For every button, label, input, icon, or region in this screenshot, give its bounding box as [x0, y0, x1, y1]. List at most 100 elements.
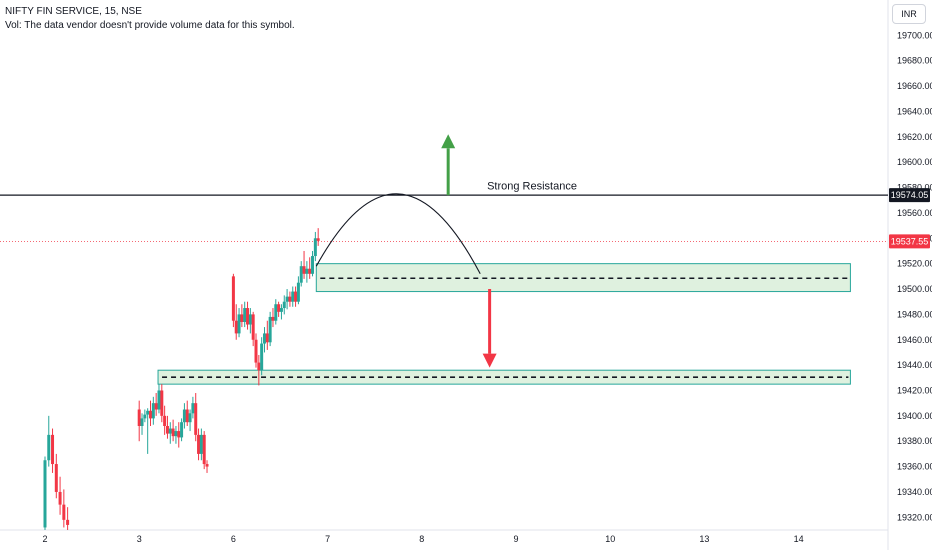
candle-body	[62, 504, 66, 520]
y-tick-label: 19320.00	[897, 512, 932, 522]
candle-body	[146, 410, 150, 415]
y-tick-label: 19420.00	[897, 385, 932, 395]
projection-arc	[315, 193, 481, 275]
candle-body	[265, 333, 269, 343]
candle-body	[199, 434, 203, 454]
candle-body	[137, 409, 141, 426]
x-tick-label: 2	[42, 534, 47, 544]
candle-body	[182, 409, 186, 423]
up-arrow-head	[441, 134, 456, 149]
candle-body	[165, 426, 169, 434]
candle-body	[177, 431, 181, 438]
y-tick-label: 19340.00	[897, 487, 932, 497]
y-tick-label: 19700.00	[897, 30, 932, 40]
candle-body	[151, 403, 155, 419]
candle-body	[260, 343, 264, 371]
candle-body	[157, 390, 161, 410]
y-tick-label: 19640.00	[897, 106, 932, 116]
y-tick-label: 19660.00	[897, 81, 932, 91]
candle-body	[168, 428, 172, 434]
candle-body	[302, 266, 306, 274]
y-tick-label: 19580.00	[897, 183, 932, 193]
candle-body	[188, 413, 192, 423]
volume-note: Vol: The data vendor doesn't provide vol…	[5, 20, 295, 31]
y-tick-label: 19360.00	[897, 462, 932, 472]
candle-body	[140, 418, 144, 426]
candle-body	[185, 409, 189, 423]
x-tick-label: 8	[419, 534, 424, 544]
candle-body	[251, 314, 255, 340]
y-tick-label: 19480.00	[897, 309, 932, 319]
x-tick-label: 9	[513, 534, 518, 544]
candle-body	[202, 434, 206, 465]
candle-body	[277, 304, 281, 312]
candle-body	[246, 308, 250, 325]
candle-body	[180, 422, 184, 438]
candle-body	[311, 256, 315, 274]
currency-button[interactable]: INR	[892, 4, 926, 24]
candle-body	[268, 316, 272, 343]
symbol-title: NIFTY FIN SERVICE, 15, NSE	[5, 6, 142, 17]
candle-body	[274, 304, 278, 321]
candle-body	[271, 316, 275, 321]
candle-body	[194, 403, 198, 435]
candle-body	[66, 519, 70, 525]
candle-body	[282, 301, 286, 309]
y-tick-label: 19680.00	[897, 56, 932, 66]
candle-body	[296, 282, 300, 302]
candle-body	[279, 308, 283, 312]
candle-body	[231, 276, 235, 321]
candle-body	[254, 339, 258, 363]
x-tick-label: 7	[325, 534, 330, 544]
candle-body	[262, 333, 266, 344]
x-tick-label: 6	[231, 534, 236, 544]
candle-body	[143, 414, 147, 419]
y-tick-label: 19560.00	[897, 208, 932, 218]
candle-body	[197, 434, 201, 454]
y-tick-label: 19400.00	[897, 411, 932, 421]
price-tag-label: 19574.05	[891, 190, 929, 200]
candle-body	[248, 314, 252, 325]
candle-body	[234, 320, 238, 334]
x-tick-label: 10	[605, 534, 615, 544]
candle-body	[174, 431, 178, 437]
annotation-label: Strong Resistance	[487, 181, 577, 193]
candle-body	[316, 238, 320, 241]
candle-body	[257, 362, 261, 371]
candle-body	[294, 291, 298, 302]
candle-body	[243, 308, 247, 322]
y-tick-label: 19500.00	[897, 284, 932, 294]
candle-body	[308, 268, 312, 274]
x-tick-label: 13	[699, 534, 709, 544]
candle-body	[205, 464, 209, 467]
candle-body	[160, 390, 164, 416]
candle-body	[54, 464, 58, 492]
candle-body	[313, 238, 317, 257]
candle-body	[51, 434, 55, 465]
candle-body	[240, 314, 244, 322]
x-tick-label: 3	[137, 534, 142, 544]
candle-body	[43, 460, 47, 528]
candle-body	[288, 296, 292, 302]
candle-body	[305, 268, 309, 274]
x-tick-label: 14	[794, 534, 804, 544]
y-tick-label: 19600.00	[897, 157, 932, 167]
price-tag	[889, 234, 930, 249]
y-tick-label: 19440.00	[897, 360, 932, 370]
candle-body	[47, 434, 51, 461]
candle-body	[171, 428, 175, 437]
candle-body	[191, 403, 195, 414]
candle-body	[149, 410, 153, 419]
price-tag-label: 19537.55	[891, 236, 929, 246]
y-tick-label: 19380.00	[897, 436, 932, 446]
candle-body	[163, 415, 167, 426]
candle-body	[299, 266, 303, 283]
price-tag	[889, 188, 930, 203]
candle-body	[154, 403, 158, 410]
candle-body	[58, 491, 62, 505]
candle-body	[291, 291, 295, 302]
candle-body	[285, 296, 289, 302]
y-tick-label: 19460.00	[897, 335, 932, 345]
y-tick-label: 19620.00	[897, 132, 932, 142]
